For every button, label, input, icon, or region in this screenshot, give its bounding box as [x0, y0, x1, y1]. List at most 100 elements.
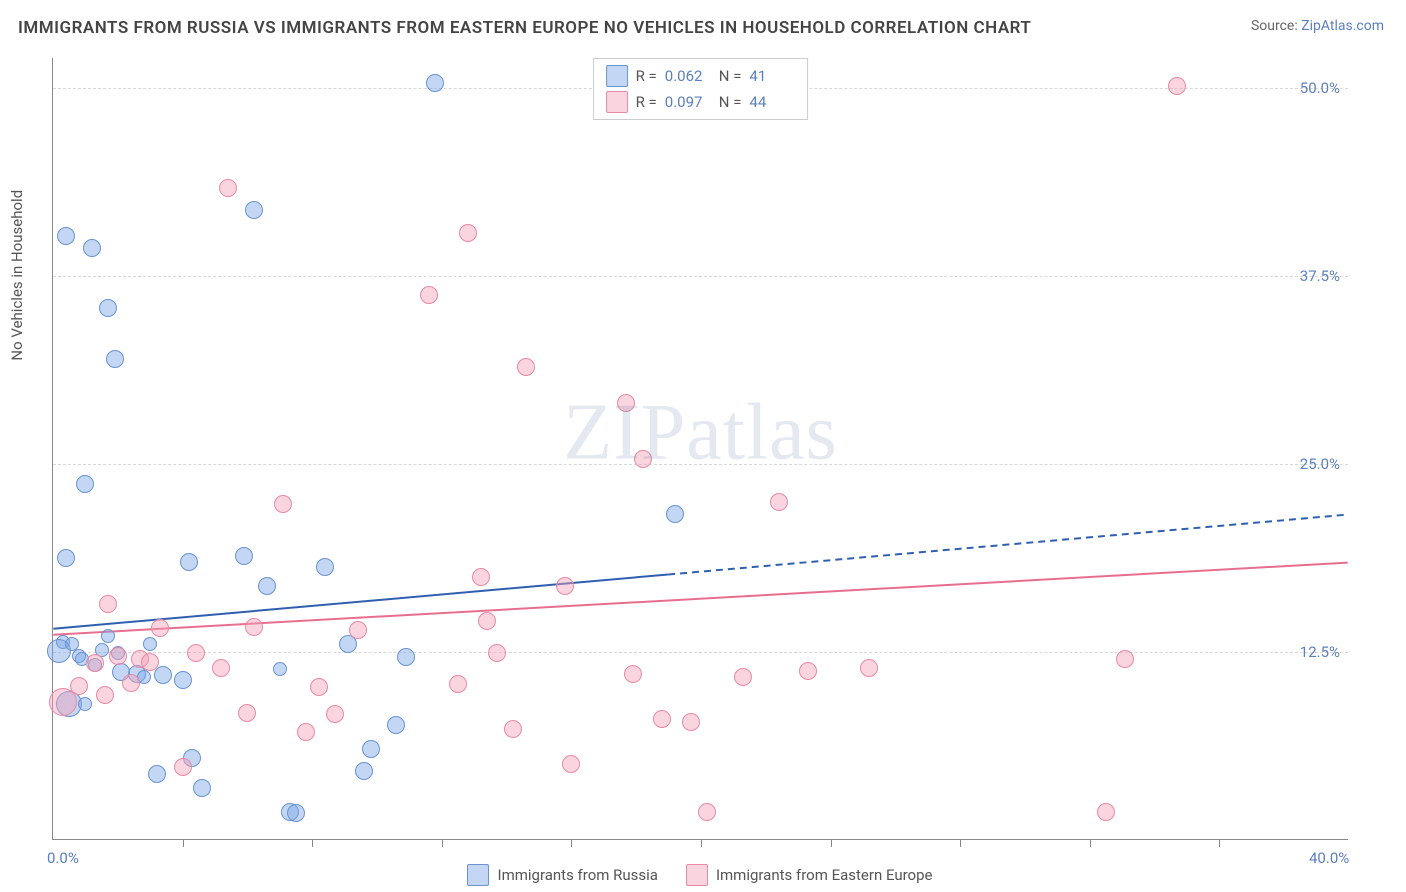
scatter-point	[653, 710, 671, 728]
legend-n-label: N =	[719, 67, 742, 85]
scatter-point	[57, 227, 75, 245]
scatter-point	[355, 762, 373, 780]
scatter-point	[770, 493, 788, 511]
scatter-point	[517, 358, 535, 376]
source-attribution: Source: ZipAtlas.com	[1251, 18, 1384, 34]
scatter-point	[106, 350, 124, 368]
y-tick-label: 37.5%	[1300, 267, 1340, 285]
scatter-point	[1097, 803, 1115, 821]
gridline	[53, 464, 1348, 465]
scatter-point	[349, 621, 367, 639]
series-legend: Immigrants from Russia Immigrants from Ea…	[52, 864, 1348, 886]
series-legend-item: Immigrants from Eastern Europe	[686, 864, 933, 886]
legend-n-label: N =	[719, 93, 742, 111]
scatter-point	[682, 713, 700, 731]
scatter-point	[698, 803, 716, 821]
scatter-point	[397, 648, 415, 666]
series-name: Immigrants from Eastern Europe	[716, 866, 933, 884]
scatter-point	[472, 568, 490, 586]
scatter-point	[297, 723, 315, 741]
chart-title: IMMIGRANTS FROM RUSSIA VS IMMIGRANTS FRO…	[18, 18, 1031, 38]
legend-swatch	[606, 65, 628, 87]
scatter-point	[287, 804, 305, 822]
gridline	[53, 652, 1348, 653]
x-tick-mark	[312, 839, 313, 847]
stats-legend: R = 0.062 N = 41 R = 0.097 N = 44	[593, 58, 809, 120]
scatter-point	[57, 549, 75, 567]
x-tick-mark	[571, 839, 572, 847]
scatter-point	[634, 450, 652, 468]
scatter-point	[109, 647, 127, 665]
scatter-point	[174, 758, 192, 776]
x-tick-mark	[442, 839, 443, 847]
series-legend-item: Immigrants from Russia	[467, 864, 657, 886]
source-link[interactable]: ZipAtlas.com	[1301, 18, 1384, 34]
scatter-point	[1116, 650, 1134, 668]
scatter-point	[420, 286, 438, 304]
scatter-point	[426, 74, 444, 92]
scatter-point	[154, 666, 172, 684]
x-tick-mark	[960, 839, 961, 847]
stats-legend-row: R = 0.062 N = 41	[606, 63, 796, 89]
series-name: Immigrants from Russia	[497, 866, 657, 884]
scatter-point	[245, 201, 263, 219]
y-tick-label: 50.0%	[1300, 79, 1340, 97]
scatter-point	[219, 179, 237, 197]
scatter-point	[449, 675, 467, 693]
x-tick-mark	[1219, 839, 1220, 847]
legend-n-value: 41	[749, 67, 795, 85]
x-tick-mark	[701, 839, 702, 847]
legend-r-value: 0.097	[665, 93, 711, 111]
scatter-point	[148, 765, 166, 783]
scatter-point	[99, 299, 117, 317]
legend-r-value: 0.062	[665, 67, 711, 85]
scatter-point	[86, 654, 104, 672]
scatter-point	[258, 577, 276, 595]
stats-legend-row: R = 0.097 N = 44	[606, 89, 796, 115]
legend-r-label: R =	[636, 67, 657, 85]
scatter-point	[666, 505, 684, 523]
scatter-point	[83, 239, 101, 257]
scatter-point	[562, 755, 580, 773]
scatter-point	[187, 644, 205, 662]
scatter-point	[274, 495, 292, 513]
scatter-point	[488, 644, 506, 662]
scatter-point	[174, 671, 192, 689]
y-tick-label: 12.5%	[1300, 643, 1340, 661]
scatter-point	[180, 553, 198, 571]
scatter-point	[310, 678, 328, 696]
scatter-point	[1168, 77, 1186, 95]
scatter-point	[70, 677, 88, 695]
scatter-point	[193, 779, 211, 797]
legend-n-value: 44	[749, 93, 795, 111]
scatter-point	[141, 653, 159, 671]
source-label: Source:	[1251, 18, 1298, 34]
scatter-point	[273, 662, 287, 676]
scatter-point	[478, 612, 496, 630]
trend-lines	[53, 58, 1348, 839]
legend-swatch	[686, 864, 708, 886]
x-tick-mark	[1090, 839, 1091, 847]
x-tick-mark	[183, 839, 184, 847]
x-tick-mark	[831, 839, 832, 847]
scatter-point	[99, 595, 117, 613]
scatter-point	[101, 629, 115, 643]
scatter-point	[245, 618, 263, 636]
y-tick-label: 25.0%	[1300, 455, 1340, 473]
scatter-point	[504, 720, 522, 738]
gridline	[53, 276, 1348, 277]
scatter-point	[362, 740, 380, 758]
legend-r-label: R =	[636, 93, 657, 111]
scatter-point	[316, 558, 334, 576]
scatter-point	[624, 665, 642, 683]
scatter-point	[459, 224, 477, 242]
scatter-point	[235, 547, 253, 565]
scatter-point	[238, 704, 256, 722]
scatter-point	[212, 659, 230, 677]
scatter-point	[556, 577, 574, 595]
scatter-point	[387, 716, 405, 734]
scatter-point	[326, 705, 344, 723]
scatter-point	[122, 674, 140, 692]
scatter-point	[96, 686, 114, 704]
y-axis-label: No Vehicles in Household	[8, 190, 26, 361]
